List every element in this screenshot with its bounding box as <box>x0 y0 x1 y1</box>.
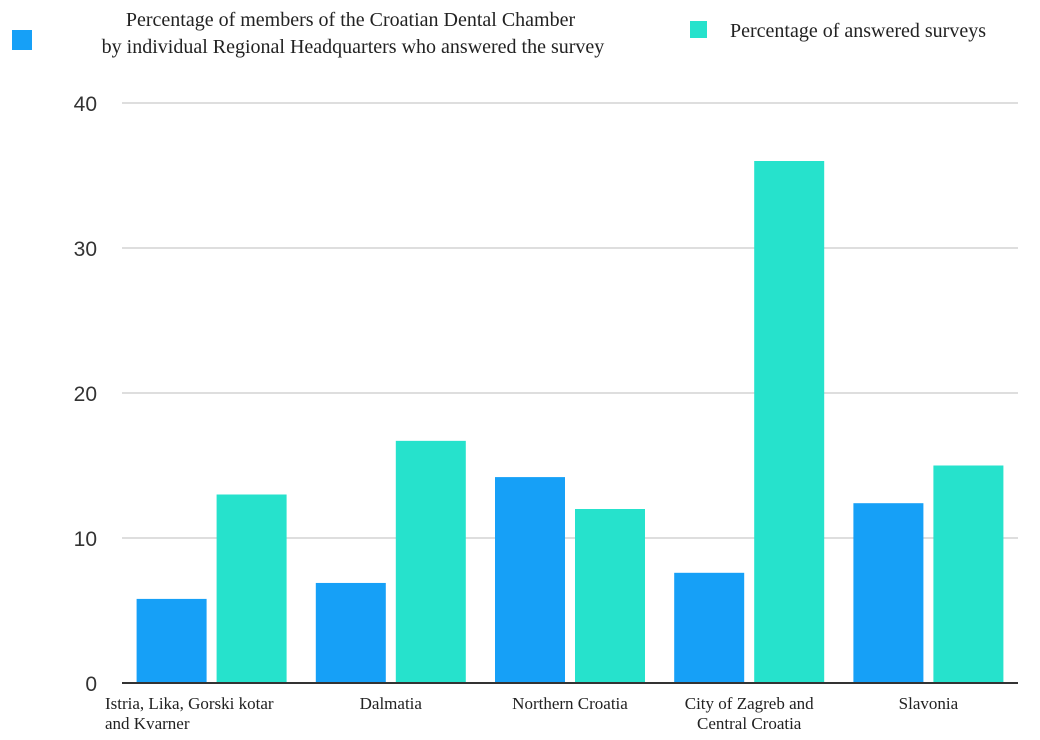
legend-swatch-surveys <box>690 21 707 38</box>
x-axis-labels: Istria, Lika, Gorski kotar and Kvarner Dal… <box>105 694 959 733</box>
bar-members-4 <box>853 503 924 683</box>
bar-members-0 <box>136 598 207 683</box>
x-category-label: Slavonia <box>899 694 959 713</box>
bar-surveys-2 <box>575 509 645 683</box>
bars <box>136 161 1004 683</box>
legend-label-members: Percentage of members of the Croatian De… <box>102 9 605 58</box>
bar-members-1 <box>315 582 386 683</box>
x-category-label: City of Zagreb and Central Croatia <box>685 694 814 733</box>
y-tick-label: 20 <box>74 383 97 406</box>
x-category-label-line: Northern Croatia <box>512 694 628 713</box>
x-category-label-line: and Kvarner <box>105 714 190 733</box>
bar-members-2 <box>495 477 565 683</box>
x-category-label-line: City of Zagreb and <box>685 694 814 713</box>
legend-label-members-line-1: Percentage of members of the Croatian De… <box>126 9 576 31</box>
legend-swatch-members <box>12 30 32 50</box>
x-category-label: Northern Croatia <box>512 694 628 713</box>
y-tick-label: 0 <box>85 673 97 696</box>
x-category-label-line: Dalmatia <box>360 694 423 713</box>
bar-surveys-0 <box>216 494 287 683</box>
gridlines <box>122 102 1018 539</box>
bar-surveys-1 <box>395 440 466 683</box>
bar-surveys-4 <box>933 465 1004 683</box>
y-tick-label: 30 <box>74 238 97 261</box>
legend-label-surveys-line-1: Percentage of answered surveys <box>730 20 986 42</box>
legend-label-members-line-2: by individual Regional Headquarters who … <box>102 36 605 58</box>
bar-members-3 <box>674 572 745 683</box>
x-category-label: Dalmatia <box>360 694 423 713</box>
x-category-label-line: Istria, Lika, Gorski kotar <box>105 694 274 713</box>
legend: Percentage of members of the Croatian De… <box>12 9 986 58</box>
x-category-label: Istria, Lika, Gorski kotar and Kvarner <box>105 694 274 733</box>
legend-label-surveys: Percentage of answered surveys <box>730 20 986 42</box>
bar-surveys-3 <box>754 161 825 683</box>
y-axis-ticks: 0 10 20 30 40 <box>74 93 97 696</box>
x-category-label-line: Slavonia <box>899 694 959 713</box>
y-tick-label: 10 <box>74 528 97 551</box>
x-category-label-line: Central Croatia <box>697 714 802 733</box>
y-tick-label: 40 <box>74 93 97 116</box>
